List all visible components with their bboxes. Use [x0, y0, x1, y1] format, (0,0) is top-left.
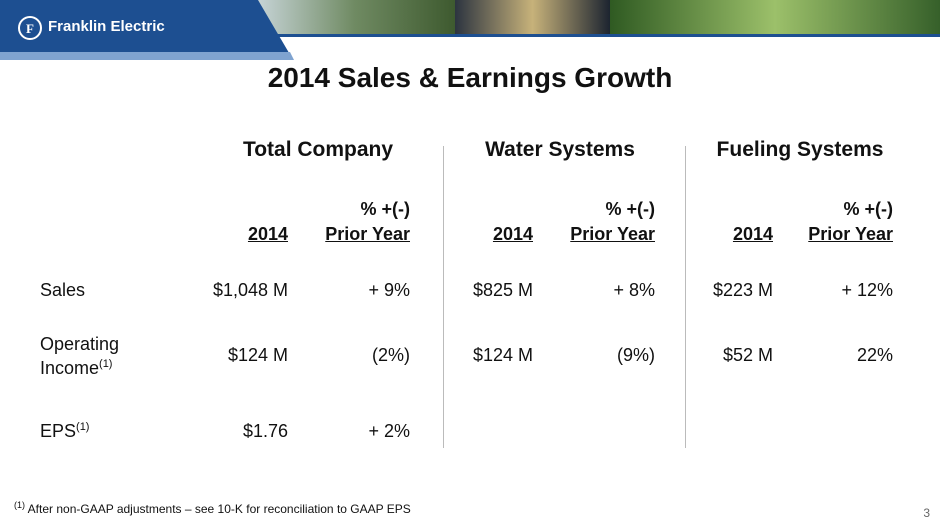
footnote: (1) After non-GAAP adjustments – see 10-…: [14, 500, 411, 516]
separator: [685, 146, 686, 448]
table-cell: (9%): [616, 345, 655, 365]
row-label-text: EPS: [40, 421, 77, 441]
column-header: % +(-): [360, 199, 411, 219]
column-header: % +(-): [843, 199, 894, 219]
table-cell: $124 M: [227, 345, 288, 365]
table-cell: + 12%: [841, 280, 893, 300]
banner: F: [0, 0, 940, 60]
group-header: Fueling Systems: [716, 138, 884, 161]
table-cell: + 2%: [368, 421, 410, 441]
table-cell: $825 M: [472, 280, 533, 300]
footnote-marker: (1): [99, 358, 113, 370]
row-label-text: Sales: [40, 280, 86, 300]
group-header: Water Systems: [485, 138, 635, 161]
column-header: Prior Year: [570, 224, 655, 244]
logo-text: Franklin Electric: [48, 18, 165, 35]
column-header: % +(-): [605, 199, 656, 219]
footnote-marker: (1): [14, 500, 25, 510]
table-cell: + 8%: [613, 280, 655, 300]
row-label-text: Income: [40, 358, 100, 378]
table-cell: $52 M: [722, 345, 773, 365]
group-header: Total Company: [242, 138, 394, 161]
row-label: Income(1): [40, 358, 112, 379]
column-header: 2014: [492, 224, 533, 244]
column-header: Prior Year: [325, 224, 410, 244]
table-cell: 22%: [856, 345, 893, 365]
column-header: Prior Year: [808, 224, 893, 244]
table-cell: + 9%: [368, 280, 410, 300]
column-header: 2014: [247, 224, 288, 244]
table-cell: $223 M: [712, 280, 773, 300]
footnote-text: After non-GAAP adjustments – see 10-K fo…: [27, 502, 411, 516]
row-label: EPS(1): [40, 421, 89, 442]
table-cell: $124 M: [472, 345, 533, 365]
title: 2014 Sales & Earnings Growth: [267, 62, 673, 93]
page-number: 3: [923, 506, 930, 520]
table-cell: (2%): [371, 345, 410, 365]
svg-text:F: F: [26, 21, 34, 36]
column-header: 2014: [732, 224, 773, 244]
separator: [443, 146, 444, 448]
table-cell: $1.76: [242, 421, 288, 441]
row-label: Operating: [40, 334, 120, 354]
row-label: Sales: [40, 280, 85, 301]
footnote-marker: (1): [76, 421, 90, 433]
table-cell: $1,048 M: [212, 280, 288, 300]
